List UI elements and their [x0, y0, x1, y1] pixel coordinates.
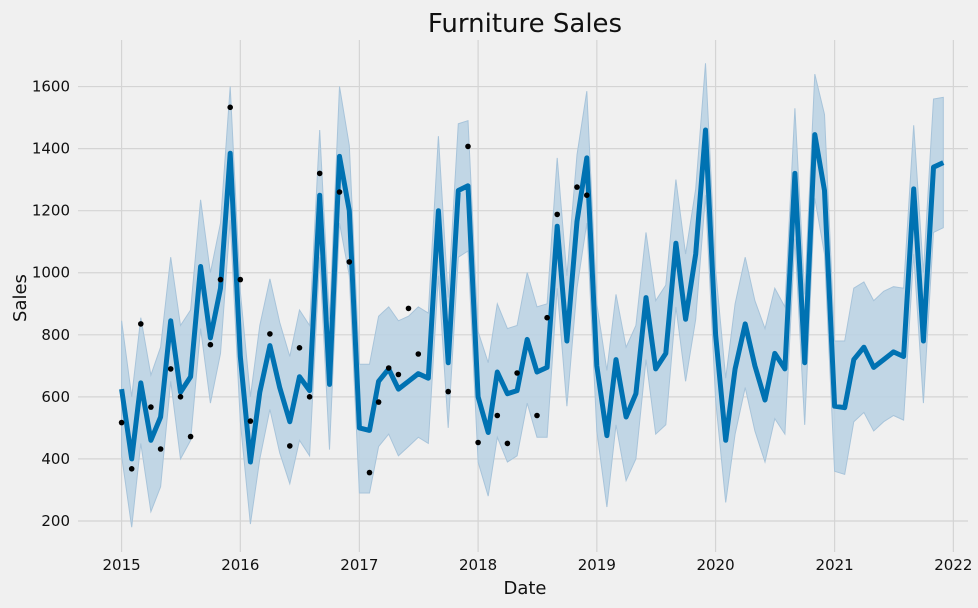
data-point [366, 469, 373, 476]
data-point [227, 104, 233, 111]
data-point [475, 439, 481, 446]
x-tick-label: 2019 [578, 556, 616, 574]
data-point [534, 412, 540, 419]
y-tick-label: 1400 [32, 140, 70, 158]
y-tick-label: 800 [41, 326, 70, 344]
data-point [296, 345, 303, 351]
data-point [267, 331, 273, 337]
y-tick-labels: 200 400 600 800 1000 1200 1400 1600 [32, 78, 70, 530]
data-point [316, 170, 323, 177]
x-tick-labels: 2015 2016 2017 2018 2019 2020 2021 2022 [102, 556, 972, 574]
data-point [504, 440, 511, 447]
x-tick-label: 2018 [459, 556, 497, 574]
x-tick-label: 2017 [340, 556, 378, 574]
data-point [584, 192, 590, 198]
uncertainty-band [121, 63, 944, 528]
x-tick-label: 2016 [221, 556, 259, 574]
y-tick-label: 600 [41, 388, 70, 406]
data-point [405, 305, 412, 312]
data-point [287, 443, 293, 449]
y-axis-label: Sales [10, 274, 31, 322]
data-point [148, 404, 154, 410]
x-tick-label: 2022 [934, 556, 972, 574]
x-axis-label: Date [503, 578, 546, 599]
data-point [514, 370, 520, 376]
x-tick-label: 2015 [102, 556, 140, 574]
forecast-line [119, 127, 945, 465]
data-point [138, 321, 144, 327]
data-point [574, 184, 580, 190]
data-point [187, 433, 194, 440]
x-tick-label: 2021 [816, 556, 854, 574]
data-point [207, 341, 214, 348]
observed-points [118, 104, 590, 476]
data-point [118, 419, 125, 426]
data-point [336, 189, 343, 195]
data-point [544, 314, 550, 321]
data-point [157, 446, 164, 452]
chart-title: Furniture Sales [428, 9, 622, 39]
y-tick-label: 1000 [32, 264, 70, 282]
data-point [237, 276, 244, 283]
data-point [554, 211, 560, 218]
y-tick-label: 1200 [32, 202, 70, 220]
data-point [128, 466, 135, 472]
y-tick-label: 200 [41, 512, 70, 530]
data-point [385, 365, 392, 371]
data-point [494, 412, 501, 419]
y-tick-label: 400 [41, 450, 70, 468]
x-tick-label: 2020 [696, 556, 734, 574]
data-point [465, 143, 471, 150]
data-point [306, 394, 313, 400]
data-point [346, 259, 353, 265]
data-point [217, 276, 224, 283]
data-point [395, 371, 402, 378]
data-point [375, 399, 382, 405]
data-point [177, 394, 184, 400]
data-point [445, 388, 452, 395]
y-tick-label: 1600 [32, 78, 70, 96]
data-point [247, 418, 254, 424]
data-point [415, 351, 422, 357]
data-point [167, 366, 174, 372]
